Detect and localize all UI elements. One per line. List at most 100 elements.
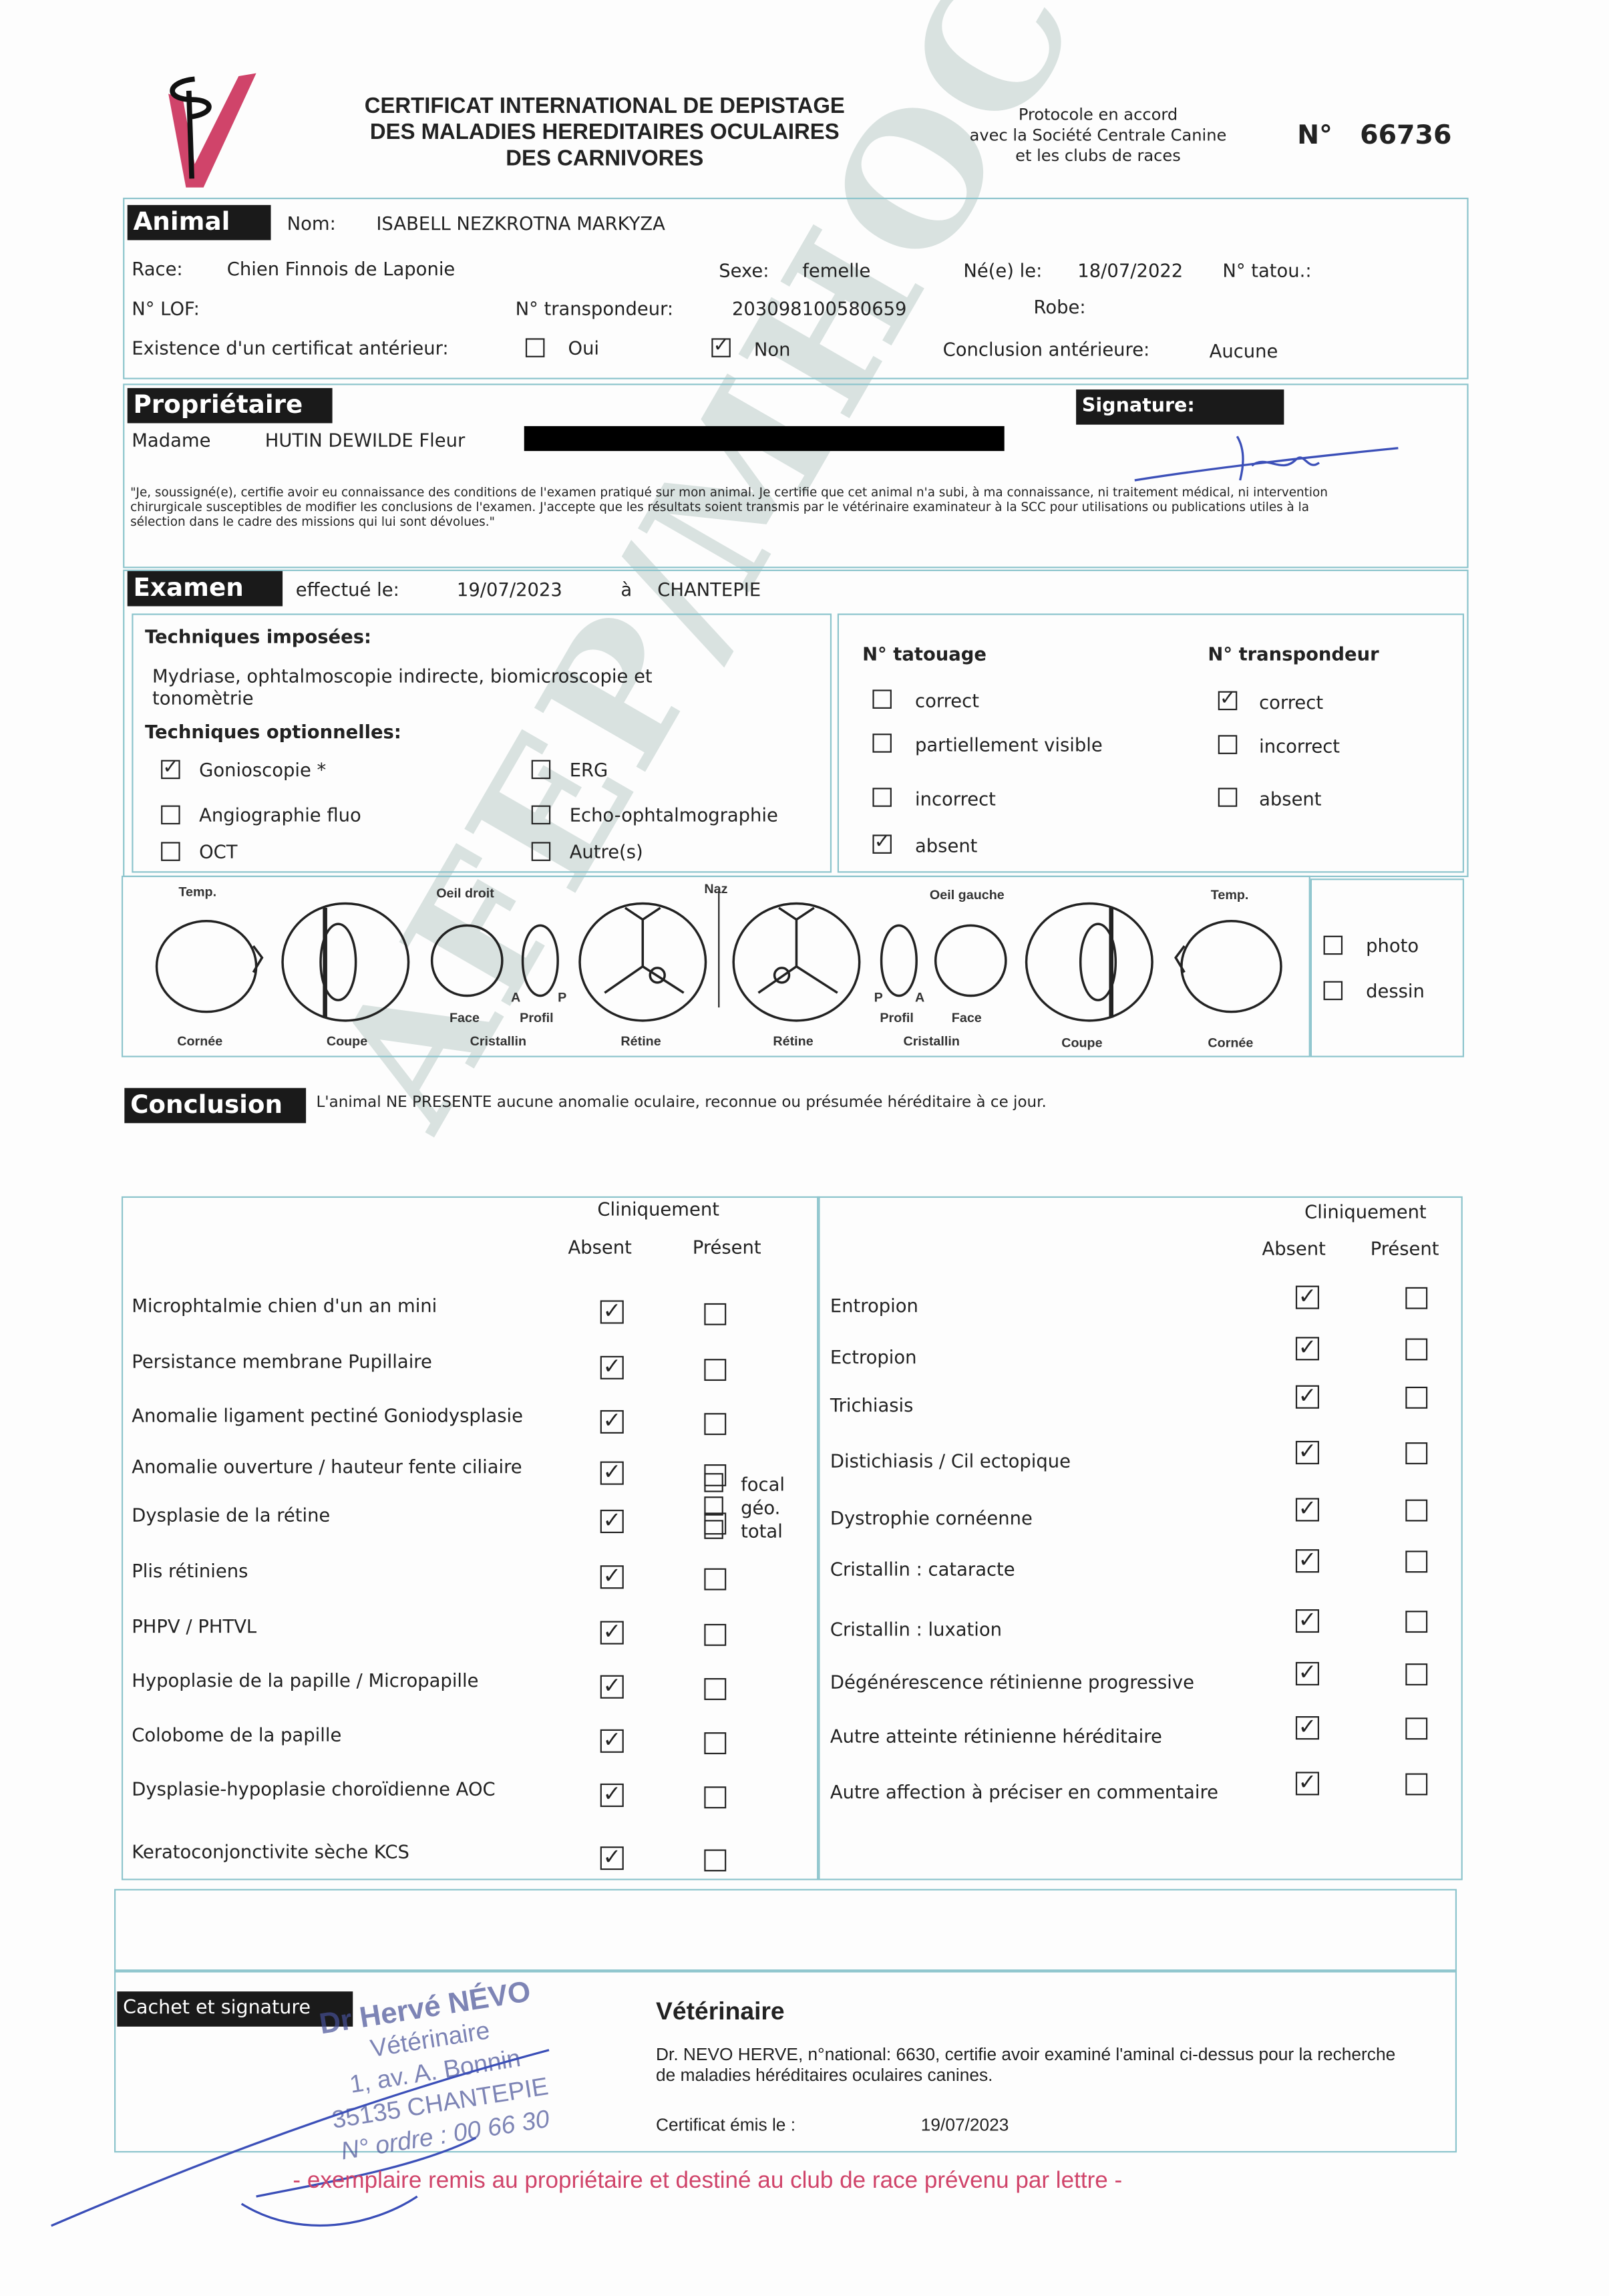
cachet-header: Cachet et signature	[117, 1991, 353, 2027]
technique-label: Gonioscopie *	[199, 758, 327, 781]
photo-checkbox[interactable]	[1323, 935, 1343, 955]
birthdate-label: Né(e) le:	[963, 259, 1043, 281]
absent-checkbox[interactable]: ✓	[1295, 1661, 1319, 1685]
present-checkbox[interactable]	[704, 1512, 727, 1535]
present-checkbox[interactable]	[704, 1678, 727, 1700]
diseases-right-box	[817, 1196, 1463, 1880]
transpondeur-checkbox[interactable]: ✓	[1218, 689, 1238, 711]
disease-row-label: Autre atteinte rétinienne héréditaire	[830, 1725, 1162, 1748]
conclusion-header: Conclusion	[124, 1088, 307, 1124]
absent-checkbox[interactable]: ✓	[1295, 1771, 1319, 1796]
technique-label: ERG	[569, 758, 608, 781]
disease-row-label: Anomalie ouverture / hauteur fente cilia…	[132, 1455, 522, 1478]
present-checkbox[interactable]	[704, 1732, 727, 1755]
geo-checkbox[interactable]	[704, 1496, 723, 1516]
absent-checkbox[interactable]: ✓	[600, 1355, 624, 1379]
present-checkbox[interactable]	[704, 1413, 727, 1436]
present-checkbox[interactable]	[1405, 1550, 1428, 1573]
present-checkbox[interactable]	[704, 1623, 727, 1646]
tatouage-checkbox[interactable]	[872, 689, 892, 709]
birthdate-value: 18/07/2022	[1077, 259, 1184, 281]
clinical-header-left: Cliniquement	[597, 1198, 719, 1220]
absent-checkbox[interactable]: ✓	[600, 1846, 624, 1870]
absent-checkbox[interactable]: ✓	[1295, 1385, 1319, 1409]
absent-checkbox[interactable]: ✓	[600, 1675, 624, 1699]
certificate-number: N° 66736	[1297, 120, 1452, 151]
present-checkbox[interactable]	[1405, 1773, 1428, 1796]
present-checkbox[interactable]	[1405, 1287, 1428, 1309]
present-checkbox[interactable]	[704, 1464, 727, 1486]
focal-label: focal	[741, 1473, 785, 1496]
disease-row-label: Plis rétiniens	[132, 1559, 248, 1582]
identification-box	[837, 613, 1464, 873]
conclusion-text: L'animal NE PRESENTE aucune anomalie ocu…	[316, 1094, 1047, 1112]
tatouage-checkbox[interactable]	[872, 733, 892, 753]
tatouage-label: partiellement visible	[915, 733, 1103, 756]
absent-checkbox[interactable]: ✓	[1295, 1497, 1319, 1522]
technique-checkbox[interactable]	[161, 805, 180, 825]
absent-checkbox[interactable]: ✓	[600, 1509, 624, 1534]
clinical-header-right: Cliniquement	[1304, 1200, 1427, 1223]
absent-checkbox[interactable]: ✓	[600, 1461, 624, 1485]
diagram-label-oeil_gauche: Oeil gauche	[929, 887, 1005, 903]
owner-section	[123, 383, 1469, 568]
disease-row-label: Microphtalmie chien d'un an mini	[132, 1294, 437, 1317]
sexe-label: Sexe:	[719, 259, 769, 281]
absent-checkbox[interactable]: ✓	[1295, 1440, 1319, 1464]
absent-checkbox[interactable]: ✓	[600, 1299, 624, 1324]
transpondeur-check-label: correct	[1259, 691, 1324, 713]
transpondeur-checkbox[interactable]	[1218, 735, 1238, 754]
present-checkbox[interactable]	[1405, 1663, 1428, 1685]
tatou-label: N° tatou.:	[1222, 259, 1312, 281]
technique-checkbox[interactable]	[531, 805, 551, 825]
absent-checkbox[interactable]: ✓	[600, 1620, 624, 1645]
technique-checkbox[interactable]	[531, 842, 551, 861]
diagram-label-P: P	[874, 989, 883, 1005]
disease-row-label: Dégénérescence rétinienne progressive	[830, 1671, 1195, 1693]
transpondeur-check-label: absent	[1259, 788, 1322, 810]
disease-row-label: PHPV / PHTVL	[132, 1615, 257, 1637]
imposed-title: Techniques imposées:	[145, 625, 371, 647]
tatouage-checkbox[interactable]: ✓	[872, 833, 892, 854]
diseases-left-box	[121, 1196, 820, 1880]
present-checkbox[interactable]	[704, 1359, 727, 1381]
present-checkbox[interactable]	[704, 1849, 727, 1872]
present-checkbox[interactable]	[1405, 1611, 1428, 1633]
absent-checkbox[interactable]: ✓	[600, 1729, 624, 1753]
owner-civility: Madame	[132, 429, 211, 452]
present-checkbox[interactable]	[704, 1786, 727, 1809]
present-checkbox[interactable]	[1405, 1338, 1428, 1361]
present-checkbox[interactable]	[704, 1568, 727, 1591]
diagram-label-naz: Naz	[704, 881, 728, 896]
diagram-label-cornee: Cornée	[1208, 1035, 1254, 1050]
present-checkbox[interactable]	[1405, 1499, 1428, 1522]
absent-checkbox[interactable]: ✓	[1295, 1336, 1319, 1361]
photo-label: photo	[1366, 934, 1419, 957]
prior-oui-checkbox[interactable]	[525, 338, 545, 357]
tatouage-checkbox[interactable]	[872, 788, 892, 807]
absent-checkbox[interactable]: ✓	[1295, 1609, 1319, 1633]
technique-checkbox[interactable]	[161, 842, 180, 861]
present-checkbox[interactable]	[1405, 1717, 1428, 1740]
absent-checkbox[interactable]: ✓	[1295, 1548, 1319, 1573]
absent-checkbox[interactable]: ✓	[600, 1783, 624, 1807]
animal-section	[123, 197, 1469, 379]
transpondeur-checkbox[interactable]	[1218, 788, 1238, 807]
absent-checkbox[interactable]: ✓	[1295, 1285, 1319, 1309]
issue-date: 19/07/2023	[920, 2114, 1009, 2135]
absent-checkbox[interactable]: ✓	[600, 1410, 624, 1434]
tatouage-title: N° tatouage	[862, 643, 987, 665]
disease-row-label: Dysplasie de la rétine	[132, 1504, 331, 1526]
present-checkbox[interactable]	[704, 1303, 727, 1325]
absent-checkbox[interactable]: ✓	[600, 1565, 624, 1589]
dessin-checkbox[interactable]	[1323, 981, 1343, 1001]
transpondeur-check-title: N° transpondeur	[1208, 643, 1379, 665]
absent-checkbox[interactable]: ✓	[1295, 1715, 1319, 1740]
present-checkbox[interactable]	[1405, 1386, 1428, 1409]
disease-row-label: Entropion	[830, 1294, 918, 1317]
technique-checkbox[interactable]	[531, 760, 551, 780]
technique-checkbox[interactable]: ✓	[161, 758, 180, 780]
present-checkbox[interactable]	[1405, 1442, 1428, 1464]
tatouage-label: correct	[915, 689, 979, 712]
prior-non-checkbox[interactable]: ✓	[711, 337, 731, 357]
